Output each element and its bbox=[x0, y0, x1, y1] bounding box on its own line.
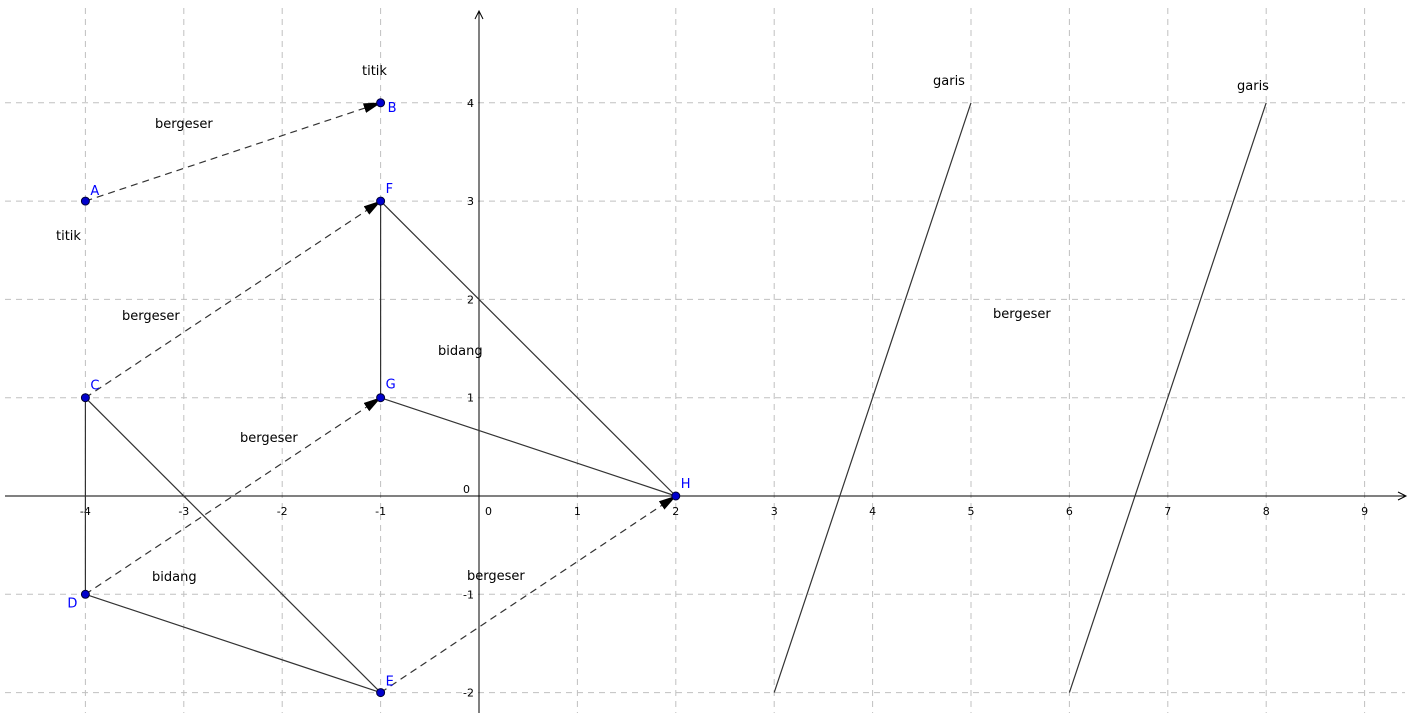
y-tick-label: 4 bbox=[467, 97, 474, 110]
translation-vectors bbox=[85, 102, 677, 694]
label-bergeser-cf: bergeser bbox=[122, 309, 180, 324]
x-tick-label: 1 bbox=[574, 505, 581, 518]
y-axis-arrow-icon bbox=[474, 9, 484, 20]
y-tick-label: 2 bbox=[467, 293, 474, 306]
label-bidang-top: bidang bbox=[438, 344, 483, 359]
point-g[interactable] bbox=[376, 393, 386, 403]
point-label-f: F bbox=[386, 182, 393, 197]
segment[interactable] bbox=[1068, 102, 1267, 693]
label-titik-a: titik bbox=[56, 229, 81, 244]
segment[interactable] bbox=[380, 200, 677, 497]
point-c[interactable] bbox=[80, 393, 90, 403]
x-tick-label: 5 bbox=[968, 505, 975, 518]
point-f[interactable] bbox=[376, 196, 386, 206]
segment[interactable] bbox=[84, 397, 382, 694]
point-label-e: E bbox=[386, 675, 394, 690]
annotation-labels: titik titik bergeser bergeser bergeser b… bbox=[56, 64, 1269, 585]
label-bidang-bottom: bidang bbox=[152, 570, 197, 585]
label-bergeser-eh: bergeser bbox=[467, 569, 525, 584]
x-tick-label: 8 bbox=[1263, 505, 1270, 518]
point-label-b: B bbox=[388, 101, 397, 116]
origin-label: 0 bbox=[463, 483, 470, 496]
x-tick-label: 4 bbox=[869, 505, 876, 518]
point-label-a: A bbox=[90, 184, 99, 199]
x-tick-label: 7 bbox=[1164, 505, 1171, 518]
y-tick-label: -2 bbox=[463, 687, 474, 700]
point-e[interactable] bbox=[376, 688, 386, 698]
x-axis-arrow-icon bbox=[1397, 491, 1408, 501]
segments bbox=[84, 102, 1267, 694]
point-label-c: C bbox=[90, 379, 99, 394]
point-h[interactable] bbox=[671, 491, 681, 501]
x-tick-label: 3 bbox=[771, 505, 778, 518]
points: A B C D E F G H bbox=[67, 98, 691, 698]
label-titik-b: titik bbox=[362, 64, 387, 79]
x-tick-label: -1 bbox=[375, 505, 386, 518]
label-bergeser-lines: bergeser bbox=[993, 307, 1051, 322]
x-zero-label: 0 bbox=[485, 505, 492, 518]
point-d[interactable] bbox=[80, 589, 90, 599]
x-tick-label: 2 bbox=[672, 505, 679, 518]
point-label-h: H bbox=[681, 477, 691, 492]
label-bergeser-dg: bergeser bbox=[240, 431, 298, 446]
y-tick-label: 1 bbox=[467, 392, 474, 405]
y-tick-label: -1 bbox=[463, 588, 474, 601]
label-garis-1: garis bbox=[933, 74, 965, 89]
point-a[interactable] bbox=[80, 196, 90, 206]
x-tick-label: -2 bbox=[277, 505, 288, 518]
axes bbox=[5, 9, 1408, 713]
point-label-d: D bbox=[67, 596, 77, 611]
label-garis-2: garis bbox=[1237, 79, 1269, 94]
x-tick-label: 6 bbox=[1066, 505, 1073, 518]
point-b[interactable] bbox=[376, 98, 386, 108]
segment[interactable] bbox=[773, 102, 972, 693]
translation-vector[interactable] bbox=[85, 102, 382, 202]
y-tick-label: 3 bbox=[467, 195, 474, 208]
label-bergeser-ab: bergeser bbox=[155, 117, 213, 132]
x-tick-label: -3 bbox=[178, 505, 189, 518]
segment[interactable] bbox=[380, 397, 676, 497]
x-tick-label: 9 bbox=[1361, 505, 1368, 518]
segment[interactable] bbox=[85, 593, 381, 694]
grid bbox=[5, 8, 1405, 713]
point-label-g: G bbox=[386, 378, 396, 393]
